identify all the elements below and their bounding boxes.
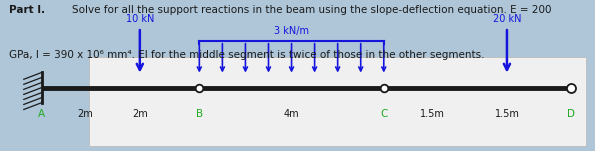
Text: 3 kN/m: 3 kN/m xyxy=(274,26,309,36)
Text: 2m: 2m xyxy=(77,109,93,119)
Text: B: B xyxy=(196,109,203,119)
Text: 4m: 4m xyxy=(284,109,299,119)
Text: Solve for all the support reactions in the beam using the slope-deflection equat: Solve for all the support reactions in t… xyxy=(46,5,552,14)
Text: GPa, I = 390 x 10⁶ mm⁴. EI for the middle segment is twice of those in the other: GPa, I = 390 x 10⁶ mm⁴. EI for the middl… xyxy=(9,50,484,60)
Text: 2m: 2m xyxy=(132,109,148,119)
Text: Part I.: Part I. xyxy=(9,5,45,14)
Text: A: A xyxy=(38,109,45,119)
Text: 1.5m: 1.5m xyxy=(494,109,519,119)
Text: 20 kN: 20 kN xyxy=(493,14,521,24)
Text: C: C xyxy=(380,109,387,119)
Text: 1.5m: 1.5m xyxy=(419,109,444,119)
Text: 10 kN: 10 kN xyxy=(126,14,154,24)
Bar xyxy=(89,57,586,146)
Text: D: D xyxy=(567,109,575,119)
